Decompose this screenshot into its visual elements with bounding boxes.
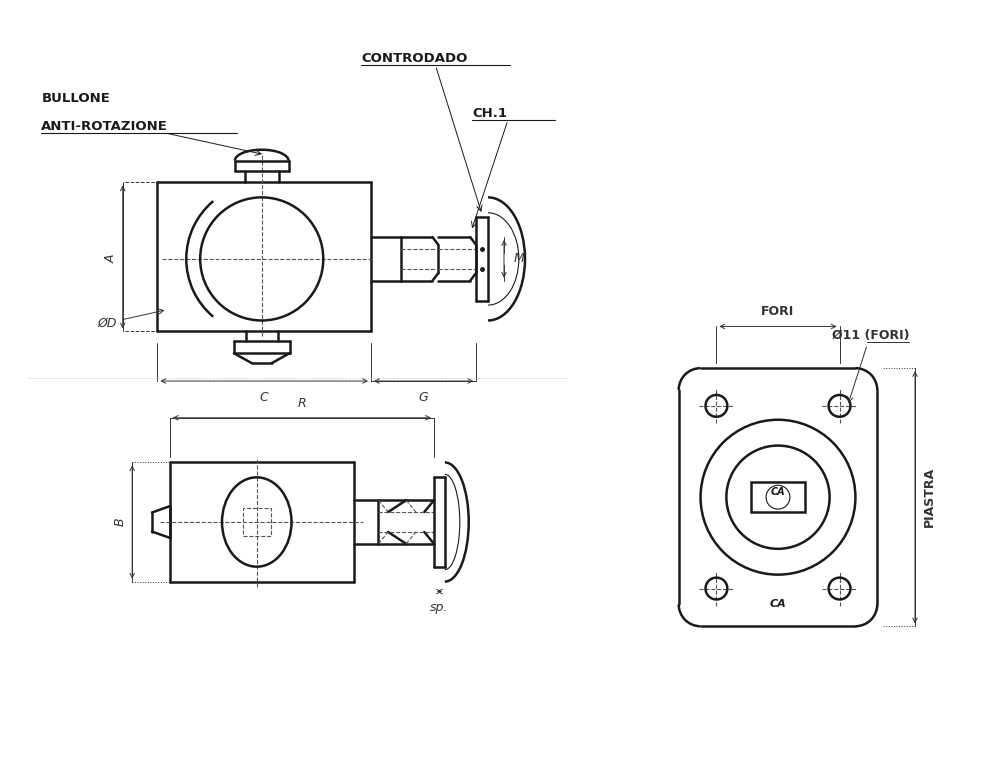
Text: CA: CA <box>770 599 786 609</box>
Text: CA: CA <box>771 487 785 497</box>
Text: C: C <box>260 391 269 404</box>
Text: sp.: sp. <box>430 601 449 615</box>
Text: PIASTRA: PIASTRA <box>923 467 936 527</box>
Text: FORI: FORI <box>761 305 795 318</box>
Text: A: A <box>104 254 117 263</box>
Text: B: B <box>114 518 127 526</box>
Text: Ø11 (FORI): Ø11 (FORI) <box>832 329 909 342</box>
Bar <box>243 508 271 536</box>
Bar <box>751 482 805 512</box>
Text: G: G <box>419 391 428 404</box>
Text: BULLONE: BULLONE <box>41 92 110 105</box>
Text: CONTRODADO: CONTRODADO <box>361 53 467 66</box>
Text: M: M <box>514 253 525 265</box>
Text: R: R <box>298 397 306 410</box>
Text: CH.1: CH.1 <box>472 107 507 120</box>
Text: ØD: ØD <box>98 309 164 329</box>
Text: ANTI-ROTAZIONE: ANTI-ROTAZIONE <box>41 120 168 133</box>
